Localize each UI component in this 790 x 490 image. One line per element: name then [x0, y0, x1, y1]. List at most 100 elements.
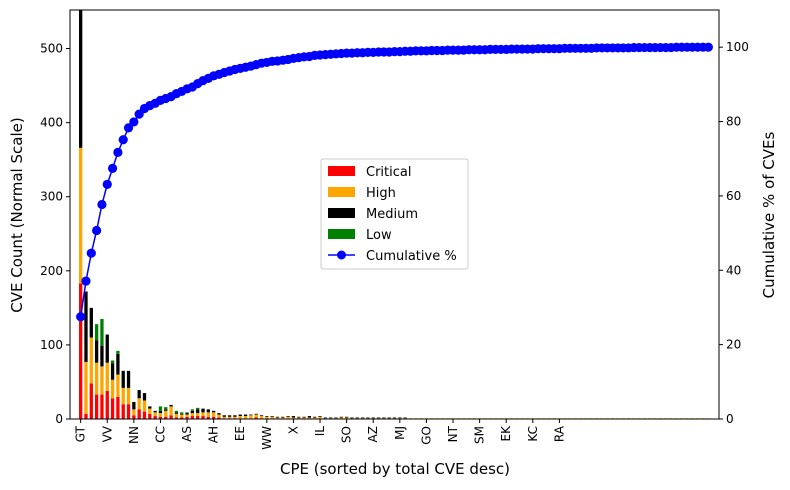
legend-swatch-critical: [328, 166, 355, 176]
bar-low-7: [116, 350, 120, 354]
bar-medium-47: [329, 417, 333, 419]
cumulative-point-5: [102, 179, 112, 189]
bar-medium-57: [382, 417, 386, 419]
bar-high-36: [270, 416, 274, 419]
legend-label-low: Low: [366, 228, 392, 243]
legend-frame: [320, 158, 469, 270]
x-tick-label-NN: NN: [127, 426, 141, 444]
bar-high-3: [94, 362, 99, 395]
bar-high-19: [180, 414, 184, 418]
x-tick-label-EK: EK: [499, 425, 513, 442]
bar-medium-46: [323, 417, 327, 419]
bar-medium-9: [126, 370, 131, 388]
right-axis-ticks: 0 20 40 60 80 100: [719, 40, 749, 426]
bar-low-21: [190, 409, 195, 411]
left-tick-label-100: 100: [40, 338, 63, 352]
x-axis-title: CPE (sorted by total CVE desc): [280, 460, 510, 478]
bar-high-39: [286, 416, 290, 419]
x-tick-label-SM: SM: [473, 426, 487, 444]
bar-critical-23: [201, 416, 205, 419]
right-tick-label-40: 40: [726, 263, 741, 277]
bar-medium-21: [190, 410, 195, 414]
left-tick-label-0: 0: [55, 412, 63, 426]
cumulative-point-6: [107, 163, 118, 173]
bar-low-22: [196, 407, 200, 410]
x-tick-label-AZ: AZ: [366, 426, 380, 442]
bar-medium-5: [105, 334, 109, 363]
bar-critical-16: [164, 416, 168, 419]
bar-high-50: [344, 417, 349, 419]
bar-medium-51: [350, 417, 354, 419]
x-tick-label-WW: WW: [260, 426, 274, 450]
bar-high-20: [185, 414, 189, 417]
bar-critical-3: [94, 394, 99, 419]
bar-critical-1: [84, 413, 88, 419]
bar-critical-20: [185, 416, 189, 419]
cumulative-point-8: [118, 135, 128, 145]
bar-high-25: [211, 412, 216, 417]
bar-low-20: [185, 412, 189, 414]
bar-high-4: [100, 366, 104, 395]
legend-label-high: High: [366, 186, 396, 201]
bar-medium-23: [201, 408, 205, 413]
bar-high-13: [148, 408, 152, 414]
bar-medium-10: [132, 401, 136, 410]
bar-high-6: [110, 379, 115, 399]
y-axis-title: CVE Count (Normal Scale): [8, 117, 26, 312]
x-tick-label-AS: AS: [180, 426, 194, 442]
right-tick-label-100: 100: [726, 40, 749, 54]
bar-low-4: [100, 318, 104, 346]
bar-critical-7: [116, 396, 120, 419]
legend-label-medium: Medium: [366, 207, 418, 222]
bar-medium-14: [153, 410, 157, 413]
bar-high-27: [222, 416, 226, 419]
bar-medium-18: [174, 412, 179, 414]
x-tick-label-MJ: MJ: [393, 426, 407, 440]
cumulative-point-4: [97, 199, 107, 210]
bar-high-31: [243, 416, 248, 419]
bar-medium-32: [249, 414, 253, 416]
bar-high-30: [238, 416, 242, 419]
bar-critical-6: [110, 398, 115, 419]
cumulative-point-1: [81, 276, 91, 286]
bar-medium-15: [158, 410, 163, 414]
cumulative-point-7: [113, 147, 123, 158]
bar-medium-59: [392, 417, 397, 419]
bar-medium-34: [259, 415, 264, 417]
bar-high-45: [318, 416, 322, 419]
x-tick-label-SO: SO: [340, 426, 354, 443]
legend-label-critical: Critical: [366, 165, 411, 180]
bar-medium-36: [270, 416, 274, 417]
bar-high-14: [153, 412, 157, 417]
bar-medium-27: [222, 415, 226, 417]
cumulative-line-layer: [76, 42, 713, 322]
bar-critical-14: [153, 416, 157, 419]
bar-medium-39: [286, 416, 290, 417]
cumulative-point-2: [86, 248, 96, 258]
bar-critical-8: [121, 404, 125, 419]
axes-frame: [69, 9, 720, 420]
legend-swatch-medium: [328, 208, 355, 218]
bar-medium-61: [403, 417, 407, 419]
bar-high-29: [233, 416, 237, 419]
left-tick-label-500: 500: [40, 42, 63, 56]
bar-high-35: [265, 416, 269, 419]
bar-medium-56: [376, 417, 381, 419]
bar-medium-58: [387, 417, 391, 419]
right-tick-label-0: 0: [726, 412, 734, 426]
bar-high-44: [313, 417, 317, 419]
x-tick-label-GT: GT: [74, 425, 88, 442]
bar-medium-3: [94, 340, 99, 363]
bar-low-3: [94, 324, 99, 341]
bar-medium-20: [185, 413, 189, 415]
bar-medium-42: [302, 416, 306, 418]
cumulative-point-9: [123, 123, 134, 133]
bar-high-49: [339, 417, 343, 419]
left-axis-ticks: 0 100 200 300 400 500: [40, 42, 70, 426]
bar-high-5: [105, 362, 109, 391]
bar-high-43: [307, 417, 312, 419]
bar-critical-18: [174, 417, 179, 419]
bar-medium-29: [233, 415, 237, 417]
bar-medium-52: [355, 417, 359, 419]
